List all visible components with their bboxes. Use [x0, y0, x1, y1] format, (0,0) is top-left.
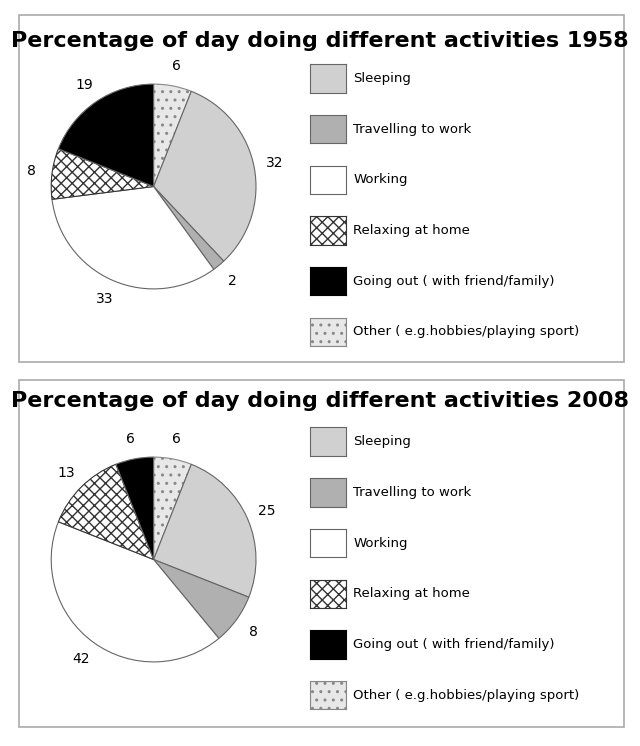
Wedge shape: [116, 457, 154, 560]
Wedge shape: [51, 521, 219, 662]
Text: Working: Working: [353, 173, 408, 186]
Wedge shape: [154, 464, 256, 598]
Text: Other ( e.g.hobbies/playing sport): Other ( e.g.hobbies/playing sport): [353, 689, 580, 702]
Wedge shape: [154, 457, 191, 560]
Text: Travelling to work: Travelling to work: [353, 486, 472, 499]
Text: Relaxing at home: Relaxing at home: [353, 587, 470, 601]
Wedge shape: [154, 560, 249, 639]
Wedge shape: [154, 91, 256, 261]
Text: 6: 6: [126, 432, 135, 446]
Wedge shape: [58, 464, 154, 560]
Text: 8: 8: [28, 164, 36, 178]
Wedge shape: [154, 84, 191, 186]
Text: Going out ( with friend/family): Going out ( with friend/family): [353, 275, 555, 288]
Text: Going out ( with friend/family): Going out ( with friend/family): [353, 638, 555, 651]
Text: Relaxing at home: Relaxing at home: [353, 224, 470, 237]
Text: 2: 2: [228, 275, 236, 288]
Text: 33: 33: [96, 292, 113, 307]
Text: 25: 25: [258, 504, 275, 518]
Text: 6: 6: [172, 59, 181, 73]
Text: 8: 8: [248, 624, 257, 639]
Text: Working: Working: [353, 536, 408, 550]
Wedge shape: [58, 84, 154, 186]
Text: 42: 42: [72, 652, 90, 666]
Text: 19: 19: [76, 78, 93, 92]
Wedge shape: [52, 186, 214, 289]
Text: Percentage of day doing different activities 1958: Percentage of day doing different activi…: [11, 31, 629, 51]
Text: Sleeping: Sleeping: [353, 72, 411, 85]
Text: 6: 6: [172, 432, 181, 446]
Text: Other ( e.g.hobbies/playing sport): Other ( e.g.hobbies/playing sport): [353, 325, 580, 339]
Wedge shape: [51, 148, 154, 199]
Text: Travelling to work: Travelling to work: [353, 122, 472, 136]
Text: 32: 32: [266, 157, 283, 171]
Wedge shape: [154, 186, 224, 269]
Text: Percentage of day doing different activities 2008: Percentage of day doing different activi…: [11, 392, 629, 411]
Text: Sleeping: Sleeping: [353, 435, 411, 448]
Text: 13: 13: [58, 466, 76, 480]
